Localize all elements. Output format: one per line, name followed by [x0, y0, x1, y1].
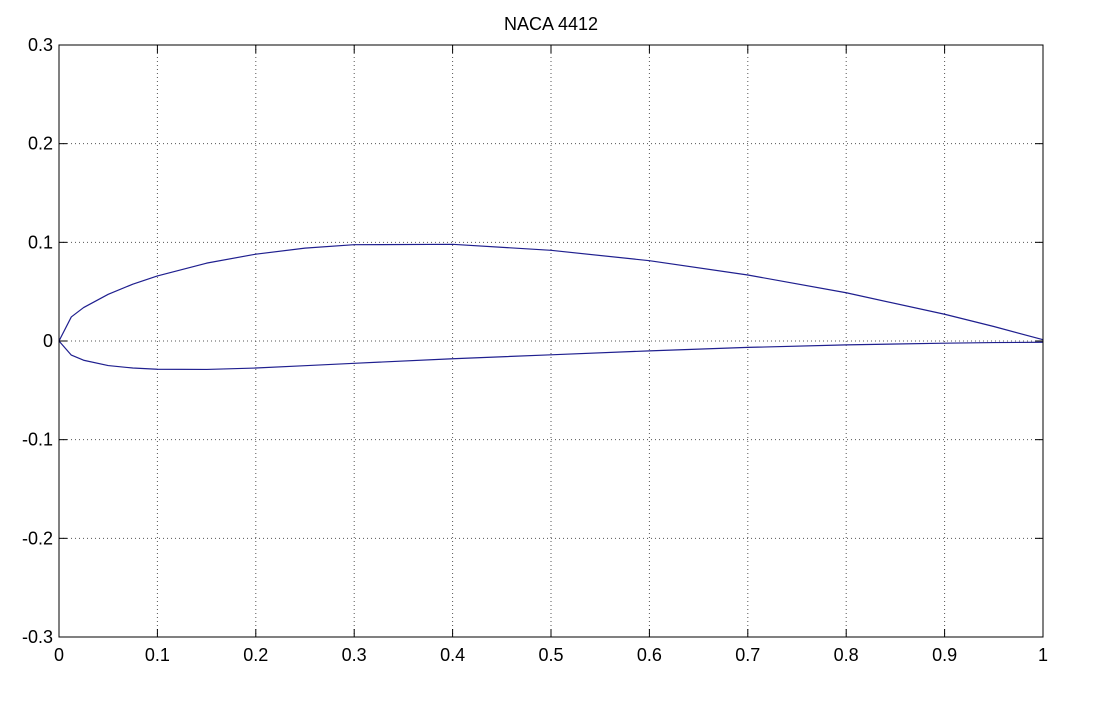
y-tick-label: 0.2	[28, 134, 53, 154]
x-tick-label: 0.8	[834, 645, 859, 665]
y-tick-label: -0.3	[22, 627, 53, 647]
x-tick-labels: 0 0.1 0.2 0.3 0.4 0.5 0.6 0.7 0.8 0.9 1	[54, 645, 1048, 665]
x-tick-label: 0.6	[637, 645, 662, 665]
y-tick-label: -0.2	[22, 528, 53, 548]
x-tick-label: 0.9	[932, 645, 957, 665]
x-tick-label: 0.4	[440, 645, 465, 665]
y-tick-label: -0.1	[22, 430, 53, 450]
chart-title: NACA 4412	[504, 14, 598, 34]
y-tick-label: 0.3	[28, 35, 53, 55]
grid-layer	[59, 45, 1043, 637]
x-tick-label: 0.3	[342, 645, 367, 665]
x-tick-label: 0.1	[145, 645, 170, 665]
tick-layer	[58, 44, 1044, 638]
x-tick-label: 1	[1038, 645, 1048, 665]
y-tick-labels: 0.3 0.2 0.1 0 -0.1 -0.2 -0.3	[22, 35, 53, 647]
x-tick-label: 0	[54, 645, 64, 665]
y-tick-label: 0.1	[28, 232, 53, 252]
x-tick-label: 0.7	[735, 645, 760, 665]
x-tick-label: 0.2	[243, 645, 268, 665]
y-tick-label: 0	[43, 331, 53, 351]
x-tick-label: 0.5	[538, 645, 563, 665]
